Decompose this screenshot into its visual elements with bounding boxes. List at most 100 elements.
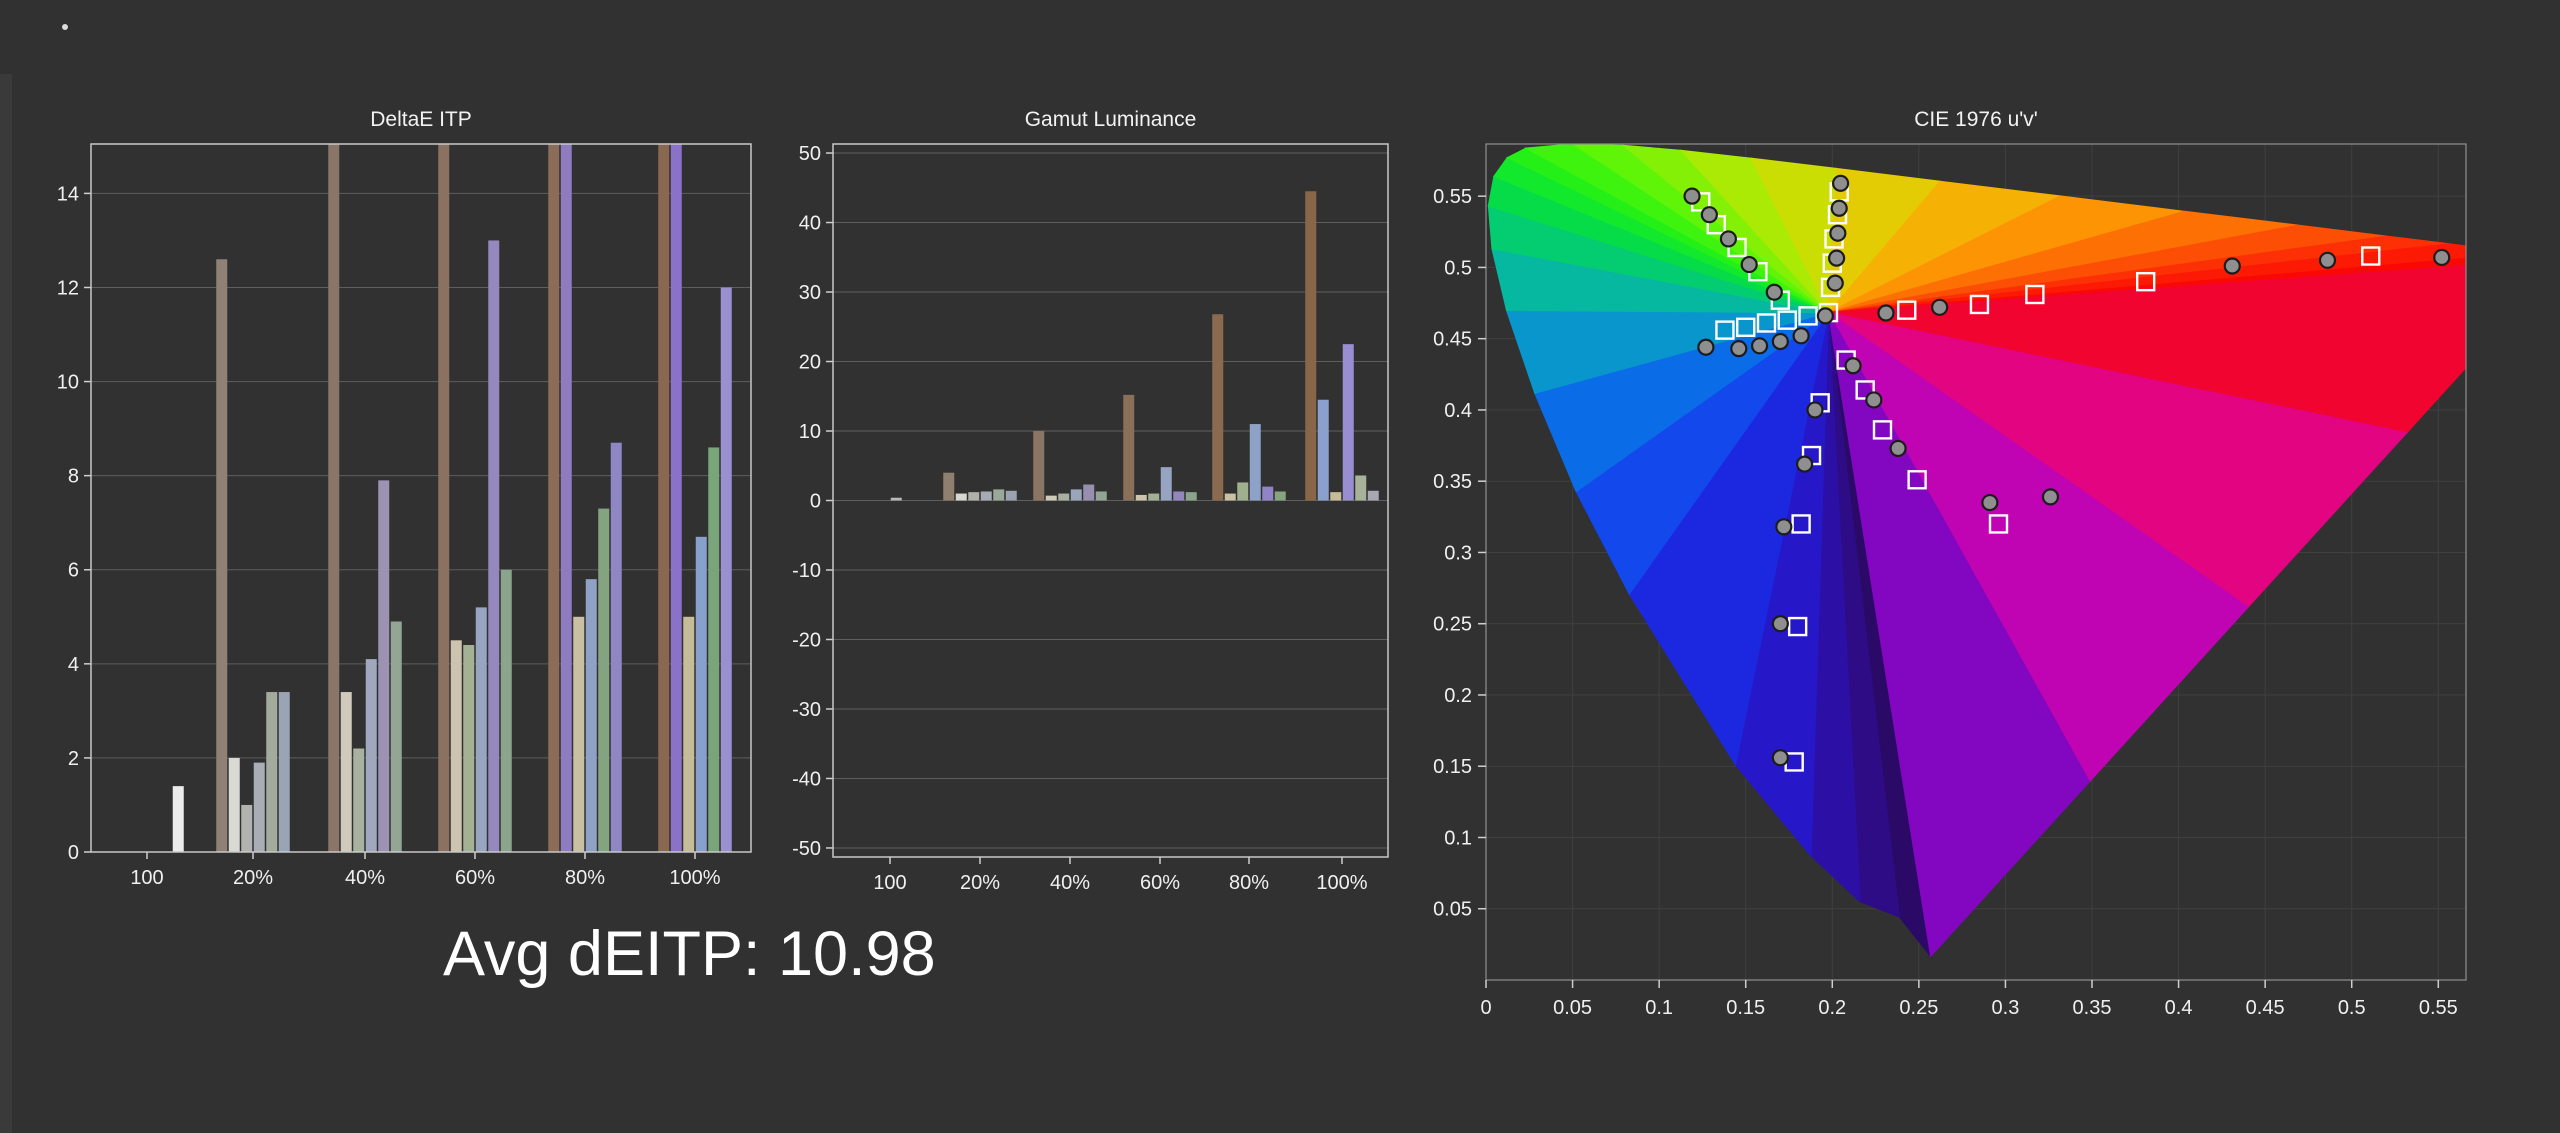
measured-point-circle: [1865, 391, 1883, 409]
measured-point-circle: [1826, 274, 1844, 292]
x-tick-label: 0.1: [1645, 997, 1673, 1019]
reference-point-square: [1897, 300, 1917, 320]
y-tick-label: 0.4: [1444, 400, 1472, 422]
x-tick-label: 0.4: [2165, 997, 2193, 1019]
y-tick-label: 50: [799, 143, 821, 165]
bar: [943, 472, 955, 501]
bar: [1317, 399, 1329, 501]
bar: [955, 493, 967, 501]
spectral-locus-fill: [1487, 144, 2466, 959]
bar: [1274, 491, 1286, 501]
bar: [993, 489, 1005, 501]
bar: [216, 259, 228, 852]
y-tick-label: 14: [57, 183, 79, 205]
measured-point-circle: [1806, 401, 1824, 419]
measured-point-circle: [2041, 488, 2060, 506]
measured-point-circle: [1889, 439, 1907, 458]
window-edge-artifact: [0, 74, 12, 1133]
measured-point-circle: [1981, 493, 1999, 512]
measured-point-circle: [1697, 338, 1715, 356]
x-tick-label: 20%: [960, 872, 1000, 894]
measured-point-circle: [1816, 307, 1834, 325]
bar: [1355, 475, 1367, 501]
bar: [585, 579, 597, 852]
bar: [1342, 344, 1354, 501]
y-tick-label: 6: [68, 560, 79, 582]
bar: [720, 287, 732, 853]
y-tick-label: 0.15: [1433, 756, 1472, 778]
bar: [1224, 493, 1236, 501]
bar: [683, 616, 695, 852]
cie-1976-uv-chart: 0 0.05 0.1 0.15 0.2 0.25 0.3 0.35 0.4 0.45 0.5 0.55…: [1433, 143, 2467, 1019]
y-tick-label: 0.25: [1433, 614, 1472, 636]
x-tick-label: 40%: [345, 867, 385, 889]
x-tick-label: 100%: [669, 867, 720, 889]
reference-point-square: [2361, 246, 2381, 266]
bar: [172, 786, 184, 852]
bar: [438, 144, 450, 852]
bar: [488, 240, 500, 852]
bar: [1083, 484, 1095, 501]
plot-border: [832, 143, 1389, 858]
bar: [560, 144, 572, 852]
measured-point-circle: [1795, 455, 1814, 473]
bar: [353, 748, 365, 852]
bar: [1058, 493, 1070, 501]
x-tick-label: 100%: [1316, 872, 1367, 894]
bar: [670, 144, 682, 852]
measured-point-circle: [1877, 304, 1895, 322]
bar: [1262, 486, 1274, 501]
measured-point-circle: [1765, 283, 1783, 301]
plot-border: [90, 143, 752, 853]
reference-point-square: [1907, 470, 1927, 490]
y-tick-label: 0: [68, 842, 79, 864]
measured-point-circle: [1771, 332, 1789, 351]
reference-point-square: [1798, 306, 1818, 326]
cie-chart-title: CIE 1976 u'v': [1914, 108, 2038, 131]
bar: [1148, 493, 1160, 501]
reference-point-square: [1787, 616, 1808, 637]
y-tick-label: -50: [792, 838, 821, 860]
y-tick-label: 40: [799, 213, 821, 235]
y-tick-label: 0.2: [1444, 685, 1472, 707]
bar: [598, 508, 610, 852]
bar: [1237, 482, 1249, 501]
x-tick-label: 60%: [1140, 872, 1180, 894]
y-tick-label: -10: [792, 560, 821, 582]
measured-point-circle: [1750, 337, 1769, 355]
bar: [1173, 491, 1185, 501]
measured-point-circle: [1683, 187, 1701, 205]
x-tick-label: 40%: [1050, 872, 1090, 894]
bar: [328, 144, 340, 852]
measured-point-circle: [1829, 224, 1847, 242]
x-tick-label: 0.25: [1899, 997, 1938, 1019]
bar: [1095, 491, 1107, 501]
y-tick-label: 10: [57, 372, 79, 394]
y-tick-label: 0.3: [1444, 542, 1472, 564]
y-tick-label: 0.45: [1433, 329, 1472, 351]
y-tick-label: 8: [68, 466, 79, 488]
bar: [463, 645, 475, 852]
bar: [1135, 494, 1147, 501]
y-tick-label: 4: [68, 654, 79, 676]
locus-segment: [1827, 312, 2091, 958]
x-tick-label: 0.5: [2338, 997, 2366, 1019]
measured-point-circle: [2433, 248, 2451, 267]
x-tick-label: 0.2: [1818, 997, 1846, 1019]
bar: [1305, 191, 1317, 501]
bar: [573, 616, 585, 852]
screen-speck: [62, 24, 68, 30]
bar: [610, 442, 622, 852]
deltae-chart-title: DeltaE ITP: [370, 108, 472, 131]
reference-point-square: [1872, 420, 1893, 440]
x-tick-label: 0.3: [1992, 997, 2020, 1019]
y-tick-label: -30: [792, 699, 821, 721]
reference-point-square: [1969, 294, 1990, 315]
x-tick-label: 20%: [233, 867, 273, 889]
reference-point-square: [1756, 313, 1777, 333]
measured-point-circle: [1931, 298, 1949, 316]
y-tick-label: 2: [68, 748, 79, 770]
bar: [890, 497, 902, 501]
bar: [658, 144, 670, 852]
